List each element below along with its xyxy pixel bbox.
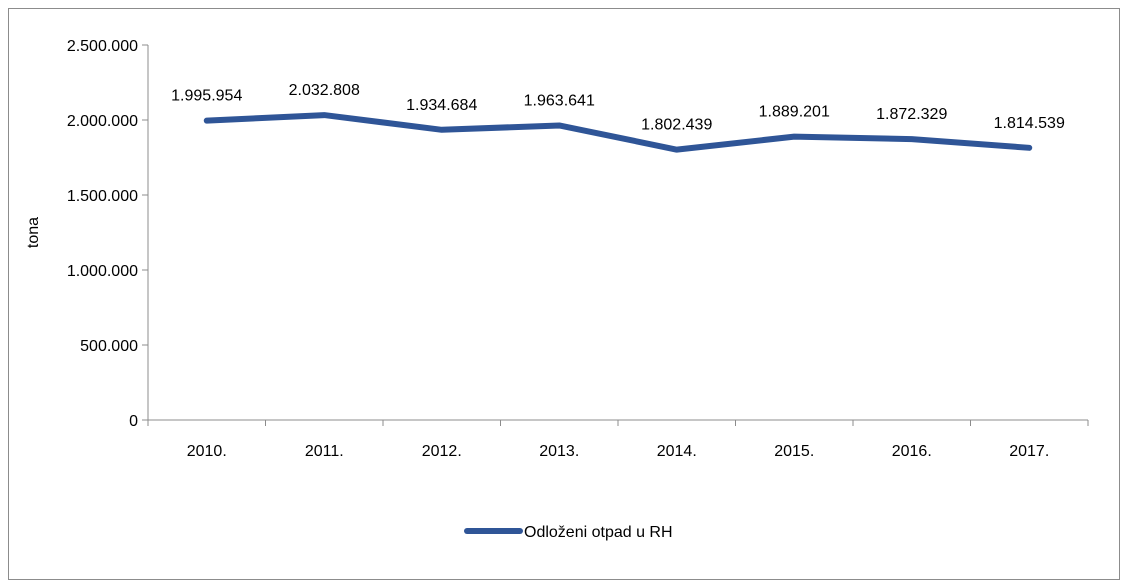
x-tick-label: 2012. (422, 443, 462, 460)
x-tick-label: 2016. (892, 443, 932, 460)
y-axis-ticks: 0 500.000 1.000.000 1.500.000 2.000.000 2.500… (67, 38, 148, 430)
y-tick-label: 500.000 (80, 338, 138, 355)
data-label: 1.814.539 (994, 115, 1065, 132)
series-line (203, 112, 1033, 153)
x-tick-label: 2014. (657, 443, 697, 460)
y-tick-label: 2.000.000 (67, 113, 138, 130)
x-tick-label: 2015. (774, 443, 814, 460)
chart-frame (8, 8, 1120, 580)
x-tick-label: 2010. (187, 443, 227, 460)
x-tick-label: 2017. (1009, 443, 1049, 460)
x-tick-label: 2011. (305, 443, 344, 460)
series-layer (203, 112, 1033, 153)
data-label: 1.934.684 (406, 97, 477, 114)
y-tick-label: 1.500.000 (67, 188, 138, 205)
x-axis-ticks: 2010. 2011. 2012. 2013. 2014. 2015. 2016. 2017. (147, 420, 1089, 460)
x-tick-label: 2013. (539, 443, 579, 460)
data-label: 1.872.329 (876, 106, 947, 123)
legend-label: Odloženi otpad u RH (524, 524, 673, 541)
data-labels: 1.995.954 2.032.808 1.934.684 1.963.641 1.80… (171, 82, 1065, 134)
data-label: 1.963.641 (524, 92, 595, 109)
y-tick-label: 0 (129, 413, 138, 430)
y-tick-label: 1.000.000 (67, 263, 138, 280)
y-axis-title: tona (25, 217, 42, 248)
y-tick-label: 2.500.000 (67, 38, 138, 55)
axes (147, 45, 1088, 421)
data-label: 1.995.954 (171, 88, 242, 105)
data-label: 1.802.439 (641, 117, 712, 134)
data-label: 2.032.808 (289, 82, 360, 99)
legend: Odloženi otpad u RH (464, 524, 673, 541)
data-label: 1.889.201 (759, 104, 830, 121)
